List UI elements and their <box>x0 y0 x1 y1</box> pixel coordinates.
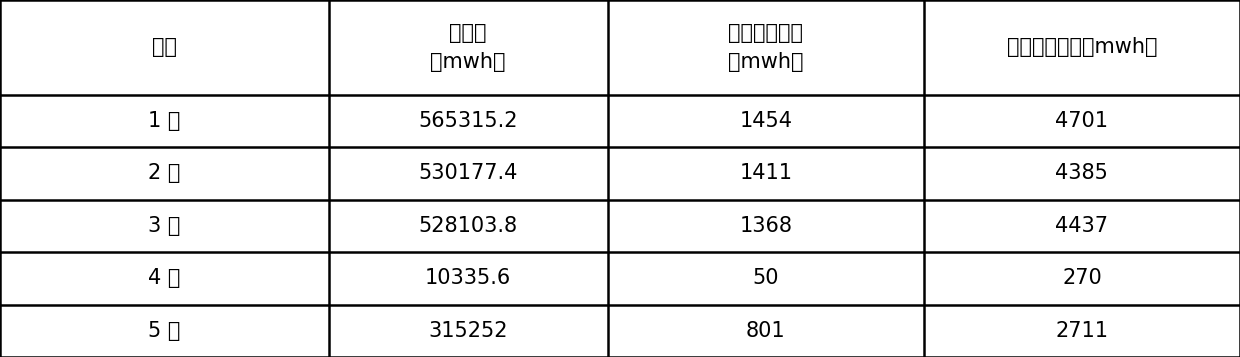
Text: 1411: 1411 <box>739 163 792 183</box>
Text: 50: 50 <box>753 268 779 288</box>
Text: 4 月: 4 月 <box>148 268 181 288</box>
Text: 4701: 4701 <box>1055 111 1109 131</box>
Text: 2711: 2711 <box>1055 321 1109 341</box>
Text: 1454: 1454 <box>739 111 792 131</box>
Text: 530177.4: 530177.4 <box>418 163 518 183</box>
Text: 3 月: 3 月 <box>148 216 181 236</box>
Text: 315252: 315252 <box>428 321 508 341</box>
Text: 801: 801 <box>746 321 785 341</box>
Text: 发电量
（mwh）: 发电量 （mwh） <box>430 22 506 72</box>
Text: 565315.2: 565315.2 <box>418 111 518 131</box>
Text: 2 月: 2 月 <box>148 163 181 183</box>
Text: 月份: 月份 <box>151 37 177 57</box>
Text: 1368: 1368 <box>739 216 792 236</box>
Text: 1 月: 1 月 <box>148 111 181 131</box>
Text: 4437: 4437 <box>1055 216 1109 236</box>
Text: 5 月: 5 月 <box>148 321 181 341</box>
Text: 270: 270 <box>1061 268 1102 288</box>
Text: 送风机用电量
（mwh）: 送风机用电量 （mwh） <box>728 22 804 72</box>
Text: 4385: 4385 <box>1055 163 1109 183</box>
Text: 528103.8: 528103.8 <box>419 216 517 236</box>
Text: 引风机用电量（mwh）: 引风机用电量（mwh） <box>1007 37 1157 57</box>
Text: 10335.6: 10335.6 <box>425 268 511 288</box>
